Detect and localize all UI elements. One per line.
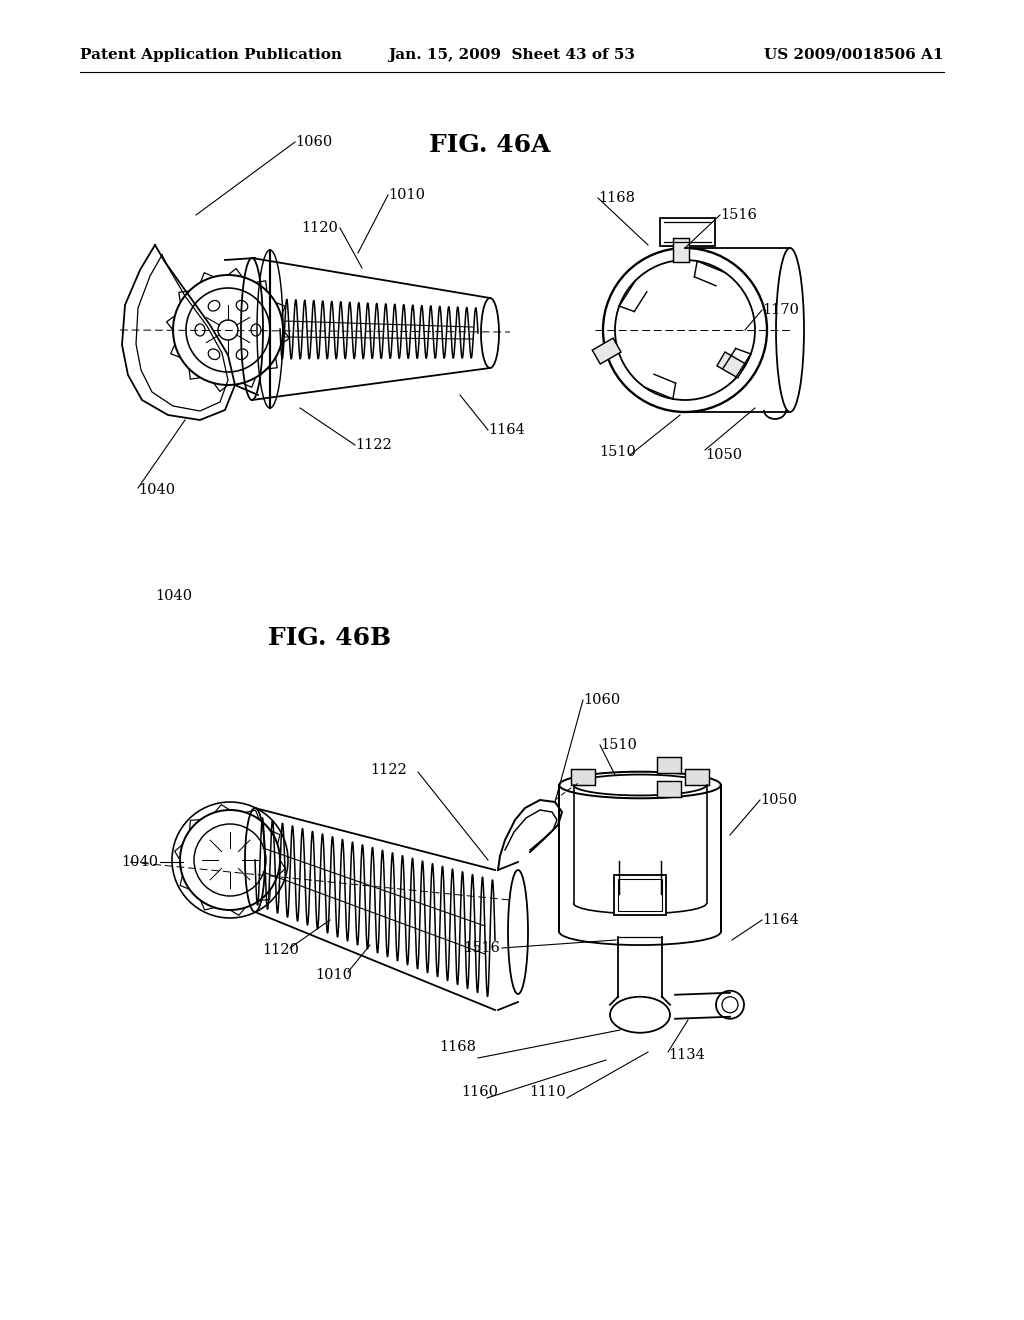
Text: 1120: 1120 [262,942,299,957]
Text: 1050: 1050 [705,447,742,462]
Bar [614,875,666,915]
Text: US 2009/0018506 A1: US 2009/0018506 A1 [765,48,944,62]
Text: 1516: 1516 [720,209,757,222]
Text: 1168: 1168 [598,191,635,205]
Text: 1110: 1110 [529,1085,566,1100]
Text: 1164: 1164 [762,913,799,927]
Text: 1168: 1168 [439,1040,476,1053]
Text: 1510: 1510 [600,445,637,459]
Bar [656,758,681,774]
Text: 1122: 1122 [370,763,407,777]
Bar [571,770,595,785]
FancyBboxPatch shape [660,218,715,246]
Text: 1164: 1164 [488,422,525,437]
Bar [685,770,709,785]
Text: 1010: 1010 [388,187,425,202]
Bar [717,352,745,378]
Text: 1040: 1040 [155,589,193,603]
Text: Patent Application Publication: Patent Application Publication [80,48,342,62]
Bar [618,879,662,911]
Text: 1060: 1060 [295,135,332,149]
Text: 1050: 1050 [760,793,797,807]
Text: 1122: 1122 [355,438,392,451]
Text: Jan. 15, 2009  Sheet 43 of 53: Jan. 15, 2009 Sheet 43 of 53 [388,48,636,62]
Text: 1040: 1040 [121,855,158,869]
Text: FIG. 46A: FIG. 46A [429,133,551,157]
Text: FIG. 46B: FIG. 46B [268,626,391,649]
Bar [592,338,621,364]
Text: 1516: 1516 [463,941,500,954]
Text: 1134: 1134 [668,1048,705,1063]
Text: 1160: 1160 [462,1085,499,1100]
Text: 1510: 1510 [600,738,637,752]
Bar [673,238,689,261]
Text: 1170: 1170 [762,304,799,317]
Text: 1040: 1040 [138,483,175,498]
Text: 1010: 1010 [315,968,352,982]
Bar [656,780,681,796]
Text: 1120: 1120 [301,220,338,235]
Text: 1060: 1060 [583,693,621,708]
